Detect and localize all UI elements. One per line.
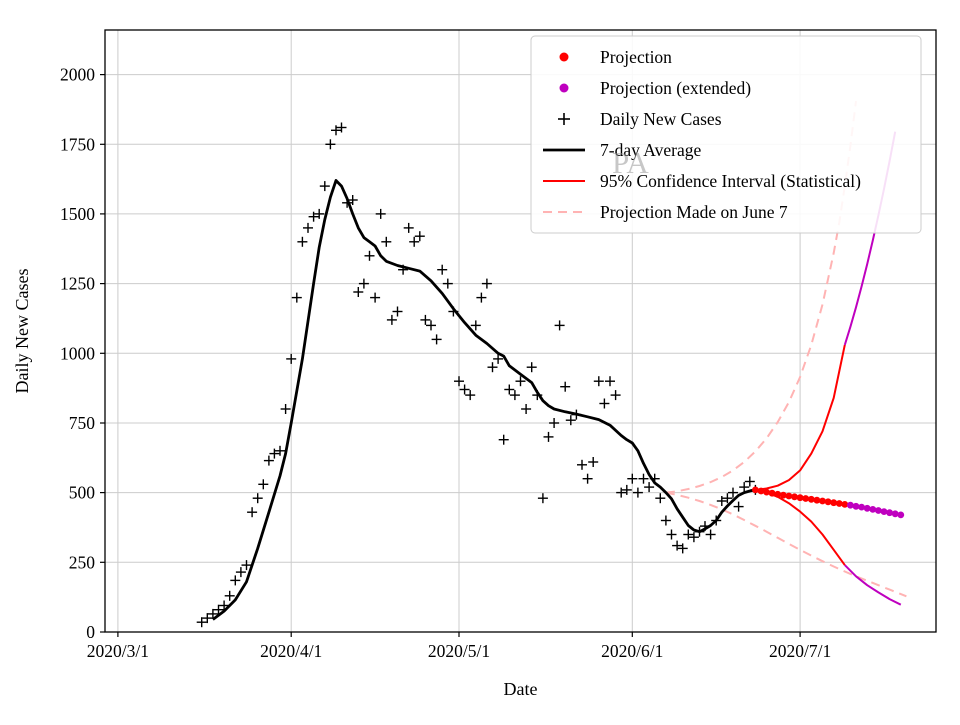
series-projection (752, 486, 849, 508)
x-axis-label: Date (504, 679, 538, 699)
legend-entry: 95% Confidence Interval (Statistical) (543, 171, 861, 191)
watermark: PA (612, 145, 649, 180)
x-tick-label: 2020/4/1 (260, 641, 322, 661)
legend-label: Projection (600, 47, 672, 67)
y-tick-label: 1500 (60, 204, 95, 224)
series-seven_day_average (212, 179, 756, 621)
legend-entry: Projection (559, 47, 672, 67)
legend-box (530, 35, 922, 234)
plot-frame (104, 29, 937, 633)
series-daily_new_cases (196, 122, 761, 628)
y-axis-label: Daily New Cases (12, 269, 32, 394)
series-june7_projection_upper (665, 100, 857, 494)
y-tick-label: 0 (86, 622, 95, 642)
y-tick-label: 250 (69, 552, 96, 572)
legend-label: Daily New Cases (600, 109, 722, 129)
legend-entry: 7-day Average (543, 140, 701, 160)
legend-label: Projection (extended) (600, 78, 751, 98)
x-tick-label: 2020/6/1 (601, 641, 663, 661)
x-axis: 2020/3/1 2020/4/1 2020/5/1 2020/6/1 2020/7/1 (87, 632, 831, 661)
y-axis: 0 250 500 750 1000 1250 1500 1750 2000 (60, 65, 105, 642)
legend-entry: Projection (extended) (559, 78, 751, 98)
y-tick-label: 1750 (60, 134, 95, 154)
legend-entry: Projection Made on June 7 (543, 202, 788, 222)
legend-label: 7-day Average (600, 140, 701, 160)
grid (105, 30, 936, 633)
x-tick-label: 2020/7/1 (769, 641, 831, 661)
y-tick-label: 2000 (60, 65, 95, 85)
series-ci_lower_extended (844, 564, 902, 606)
series-ci_upper (755, 344, 846, 491)
legend-dot-marker-icon (559, 52, 569, 62)
legend-label: 95% Confidence Interval (Statistical) (600, 171, 861, 191)
legend-entry: Daily New Cases (558, 109, 722, 129)
legend: Projection Projection (extended) Daily New… (530, 35, 922, 234)
series-projection_extended (847, 501, 905, 519)
legend-dot-marker-icon (559, 83, 569, 93)
x-tick-label: 2020/5/1 (428, 641, 490, 661)
legend-plus-marker-icon (558, 113, 570, 125)
x-tick-label: 2020/3/1 (87, 641, 149, 661)
y-tick-label: 1250 (60, 274, 95, 294)
y-tick-label: 750 (69, 413, 96, 433)
legend-label: Projection Made on June 7 (600, 202, 788, 222)
y-tick-label: 1000 (60, 343, 95, 363)
y-tick-label: 500 (69, 483, 96, 503)
